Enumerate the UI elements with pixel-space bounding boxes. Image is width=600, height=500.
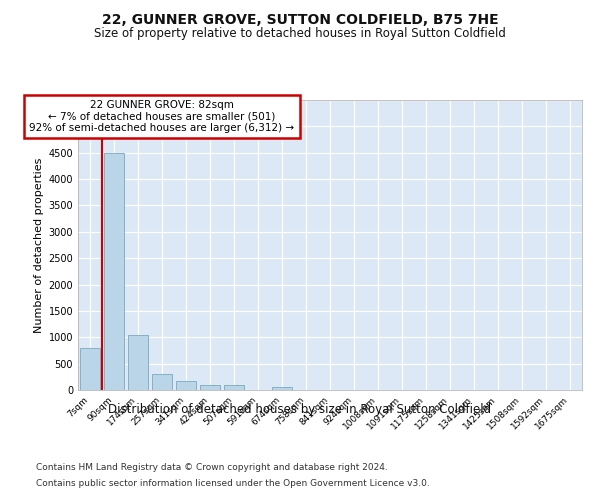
Text: Distribution of detached houses by size in Royal Sutton Coldfield: Distribution of detached houses by size … — [109, 402, 491, 415]
Bar — [200, 384, 220, 390]
Bar — [128, 334, 148, 390]
Bar — [176, 381, 196, 390]
Bar — [80, 348, 100, 390]
Text: 22 GUNNER GROVE: 82sqm
← 7% of detached houses are smaller (501)
92% of semi-det: 22 GUNNER GROVE: 82sqm ← 7% of detached … — [29, 100, 295, 133]
Bar — [152, 374, 172, 390]
Text: Contains HM Land Registry data © Crown copyright and database right 2024.: Contains HM Land Registry data © Crown c… — [36, 464, 388, 472]
Text: 22, GUNNER GROVE, SUTTON COLDFIELD, B75 7HE: 22, GUNNER GROVE, SUTTON COLDFIELD, B75 … — [101, 12, 499, 26]
Bar — [104, 152, 124, 390]
Bar — [272, 388, 292, 390]
Text: Contains public sector information licensed under the Open Government Licence v3: Contains public sector information licen… — [36, 478, 430, 488]
Bar — [224, 385, 244, 390]
Text: Size of property relative to detached houses in Royal Sutton Coldfield: Size of property relative to detached ho… — [94, 28, 506, 40]
Y-axis label: Number of detached properties: Number of detached properties — [34, 158, 44, 332]
